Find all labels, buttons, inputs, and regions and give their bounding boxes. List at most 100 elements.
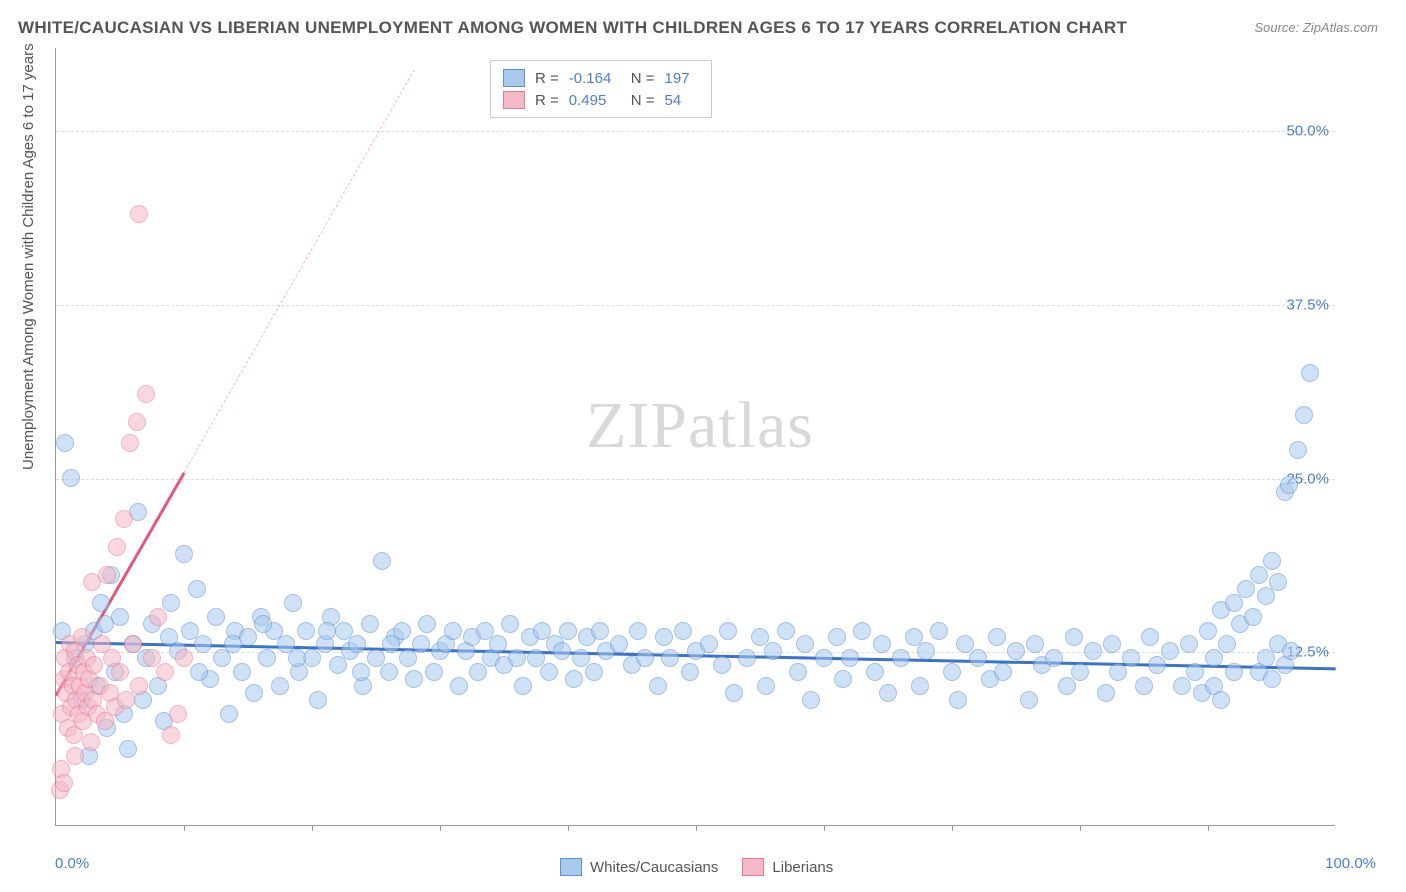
- gridline: [56, 305, 1335, 306]
- data-point: [188, 580, 206, 598]
- data-point: [1263, 552, 1281, 570]
- data-point: [130, 677, 148, 695]
- legend-item: Liberians: [742, 858, 833, 876]
- data-point: [930, 622, 948, 640]
- data-point: [352, 663, 370, 681]
- data-point: [111, 608, 129, 626]
- data-point: [137, 385, 155, 403]
- data-point: [1244, 608, 1262, 626]
- data-point: [796, 635, 814, 653]
- data-point: [1225, 594, 1243, 612]
- data-point: [841, 649, 859, 667]
- data-point: [700, 635, 718, 653]
- data-point: [764, 642, 782, 660]
- data-point: [802, 691, 820, 709]
- data-point: [271, 677, 289, 695]
- data-point: [382, 635, 400, 653]
- series-legend: Whites/Caucasians Liberians: [560, 858, 833, 876]
- data-point: [879, 684, 897, 702]
- data-point: [508, 649, 526, 667]
- data-point: [124, 635, 142, 653]
- gridline: [56, 479, 1335, 480]
- data-point: [1257, 649, 1275, 667]
- x-tick: [824, 825, 825, 831]
- legend-row: R =-0.164N =197: [503, 67, 699, 89]
- data-point: [1280, 476, 1298, 494]
- data-point: [501, 615, 519, 633]
- data-point: [1071, 663, 1089, 681]
- data-point: [1161, 642, 1179, 660]
- data-point: [1269, 573, 1287, 591]
- data-point: [56, 434, 74, 452]
- data-point: [239, 628, 257, 646]
- data-point: [62, 469, 80, 487]
- data-point: [469, 663, 487, 681]
- data-point: [254, 615, 272, 633]
- data-point: [540, 663, 558, 681]
- data-point: [303, 649, 321, 667]
- data-point: [514, 677, 532, 695]
- data-point: [405, 670, 423, 688]
- data-point: [288, 649, 306, 667]
- x-tick: [1208, 825, 1209, 831]
- data-point: [1263, 670, 1281, 688]
- data-point: [1148, 656, 1166, 674]
- r-label: R =: [535, 92, 559, 109]
- data-point: [318, 622, 336, 640]
- legend-swatch: [503, 91, 525, 109]
- data-point: [585, 663, 603, 681]
- x-tick: [568, 825, 569, 831]
- data-point: [284, 594, 302, 612]
- data-point: [329, 656, 347, 674]
- y-tick-label: 37.5%: [1286, 297, 1329, 314]
- data-point: [853, 622, 871, 640]
- data-point: [169, 705, 187, 723]
- data-point: [1257, 587, 1275, 605]
- data-point: [873, 635, 891, 653]
- data-point: [220, 705, 238, 723]
- legend-swatch: [503, 69, 525, 87]
- data-point: [194, 635, 212, 653]
- data-point: [994, 663, 1012, 681]
- data-point: [1225, 663, 1243, 681]
- data-point: [425, 663, 443, 681]
- y-axis-label: Unemployment Among Women with Children A…: [20, 43, 37, 470]
- data-point: [412, 635, 430, 653]
- data-point: [92, 594, 110, 612]
- data-point: [1199, 622, 1217, 640]
- data-point: [380, 663, 398, 681]
- n-label: N =: [631, 92, 655, 109]
- chart-title: WHITE/CAUCASIAN VS LIBERIAN UNEMPLOYMENT…: [18, 18, 1127, 38]
- data-point: [866, 663, 884, 681]
- legend-label: Whites/Caucasians: [590, 859, 718, 876]
- data-point: [1135, 677, 1153, 695]
- data-point: [224, 635, 242, 653]
- data-point: [661, 649, 679, 667]
- data-point: [373, 552, 391, 570]
- data-point: [175, 649, 193, 667]
- data-point: [629, 622, 647, 640]
- x-tick: [312, 825, 313, 831]
- source-credit: Source: ZipAtlas.com: [1254, 20, 1378, 35]
- trend-line: [184, 69, 415, 472]
- data-point: [757, 677, 775, 695]
- data-point: [917, 642, 935, 660]
- data-point: [1205, 649, 1223, 667]
- data-point: [85, 656, 103, 674]
- legend-row: R =0.495N =54: [503, 89, 699, 111]
- data-point: [233, 663, 251, 681]
- data-point: [160, 628, 178, 646]
- data-point: [207, 608, 225, 626]
- data-point: [98, 566, 116, 584]
- data-point: [1237, 580, 1255, 598]
- data-point: [297, 622, 315, 640]
- data-point: [636, 649, 654, 667]
- data-point: [1058, 677, 1076, 695]
- data-point: [559, 622, 577, 640]
- data-point: [115, 510, 133, 528]
- data-point: [1180, 635, 1198, 653]
- data-point: [1020, 691, 1038, 709]
- data-point: [553, 642, 571, 660]
- legend-swatch: [560, 858, 582, 876]
- data-point: [309, 691, 327, 709]
